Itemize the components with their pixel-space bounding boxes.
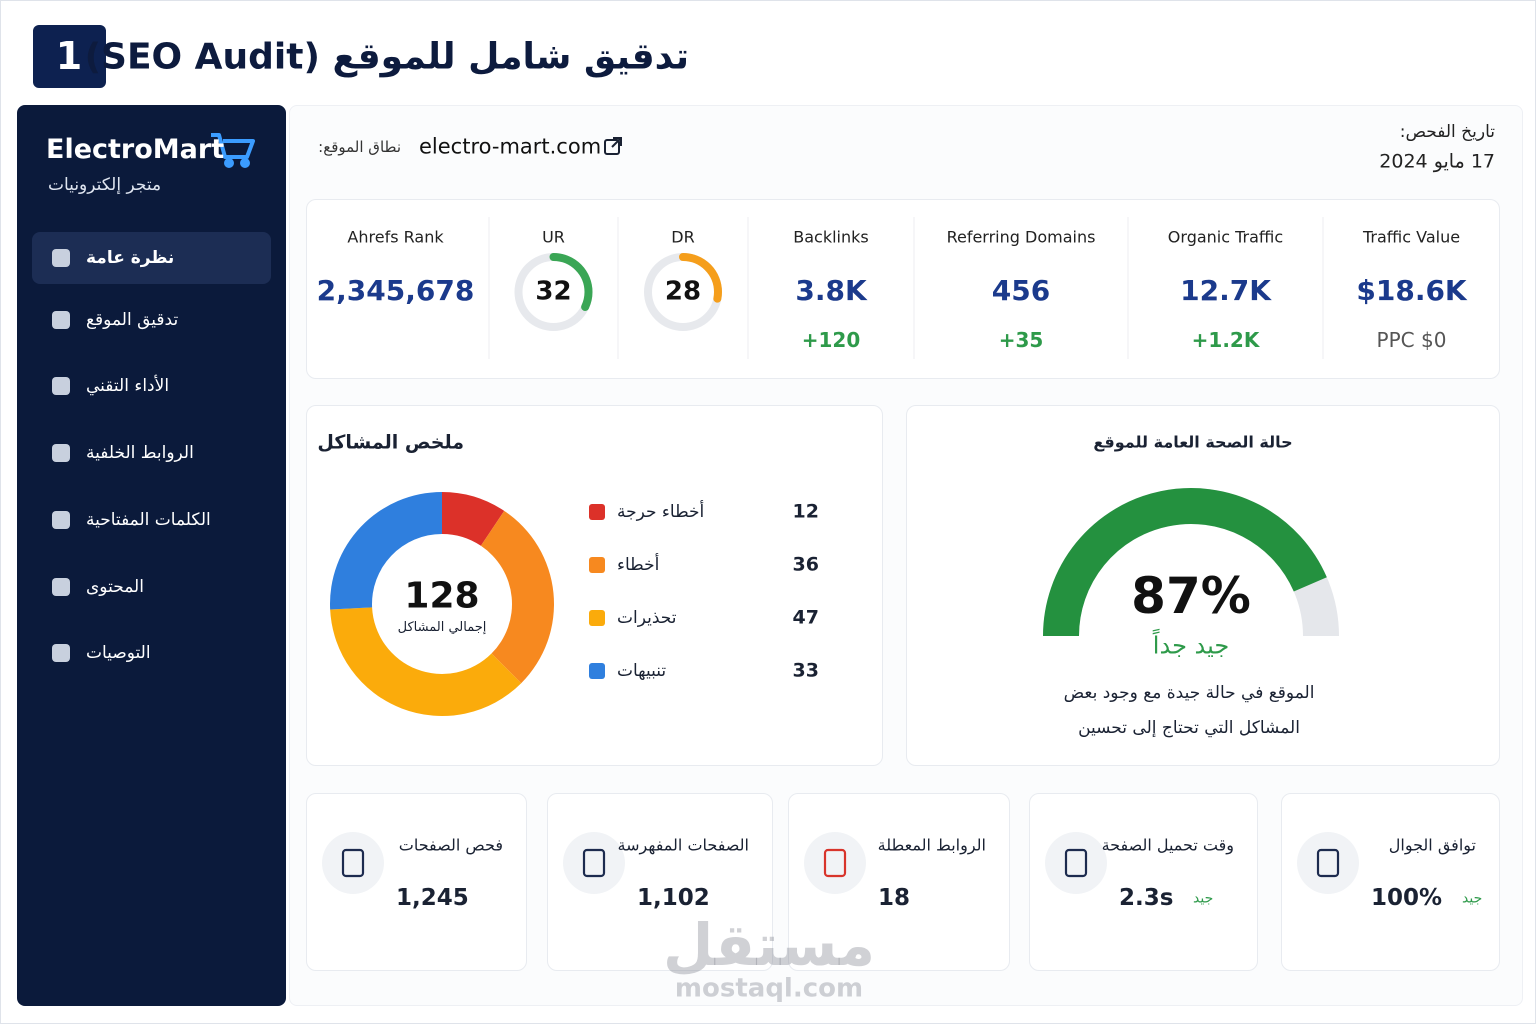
stat-label: الروابط المعطلة <box>877 835 986 855</box>
health-value: 87% <box>1131 567 1251 625</box>
cart-icon <box>211 133 255 168</box>
nav-item[interactable]: الكلمات المفتاحية <box>86 509 211 530</box>
metric-value: 456 <box>991 274 1051 308</box>
stat-label: الصفحات المفهرسة <box>617 835 750 855</box>
legend-value: 47 <box>792 606 819 629</box>
stat-icon <box>1316 848 1340 878</box>
nav-icon <box>52 249 70 267</box>
nav-item[interactable]: التوصيات <box>86 642 151 663</box>
stat-icon <box>823 848 847 878</box>
stat-status: جيد <box>1193 890 1214 907</box>
legend-swatch <box>589 663 605 679</box>
brand-name: ElectroMart <box>46 133 225 165</box>
gauge-arc <box>1043 488 1327 637</box>
legend-label: تحذيرات <box>617 607 677 628</box>
nav-icon <box>52 644 70 662</box>
external-link-icon[interactable] <box>604 137 622 155</box>
stat-value: 18 <box>878 885 911 912</box>
stat-label: وقت تحميل الصفحة <box>1101 835 1234 855</box>
metric-note: +1.2K <box>1191 328 1260 352</box>
stat-icon-bg <box>563 832 625 894</box>
metric-value: 3.8K <box>795 274 867 308</box>
stat-card <box>1281 793 1500 971</box>
metric-value: $18.6K <box>1356 274 1467 308</box>
donut-segment <box>330 607 522 717</box>
stat-icon <box>582 848 606 878</box>
stat-label: فحص الصفحات <box>398 835 503 855</box>
issues-total: 128 <box>404 575 480 617</box>
stat-icon-bg <box>1297 832 1359 894</box>
nav-icon <box>52 511 70 529</box>
nav-item[interactable]: تدقيق الموقع <box>86 309 179 330</box>
domain-label: نطاق الموقع: <box>318 138 401 156</box>
stat-icon-bg <box>322 832 384 894</box>
nav-item[interactable]: الروابط الخلفية <box>86 442 194 463</box>
metric-value: 2,345,678 <box>316 274 475 308</box>
stat-value: 100% <box>1371 885 1443 912</box>
health-card <box>906 405 1500 766</box>
metric-label: Backlinks <box>793 227 869 247</box>
nav-active <box>32 232 271 284</box>
metric-label: UR <box>542 227 565 247</box>
metrics-card <box>306 199 1500 379</box>
date-label: تاريخ الفحص: <box>1399 121 1495 142</box>
stat-icon <box>1064 848 1088 878</box>
legend-label: تنبيهات <box>617 660 667 681</box>
stat-status: جيد <box>1462 890 1483 907</box>
gauge-value: 28 <box>664 276 702 307</box>
domain[interactable]: electro-mart.com <box>419 134 602 159</box>
donut-segment <box>330 492 442 610</box>
badge-number: 1 <box>55 34 83 79</box>
stat-value: 2.3s <box>1119 885 1174 912</box>
metric-note: PPC $0 <box>1376 328 1447 352</box>
health-description: الموقع في حالة جيدة مع وجود بعض المشاكل … <box>1063 683 1315 738</box>
donut-segment <box>480 510 554 684</box>
stat-label: توافق الجوال <box>1388 835 1476 855</box>
legend-label: أخطاء حرجة <box>617 501 705 522</box>
metric-note: +35 <box>998 328 1044 352</box>
issues-title: ملخص المشاكل <box>317 431 464 454</box>
nav-icon <box>52 444 70 462</box>
health-rating: جيد جداً <box>1152 631 1230 660</box>
legend-swatch <box>589 504 605 520</box>
watermark-logo: مستقل <box>662 911 876 980</box>
donut-segment <box>442 492 505 546</box>
gauge-arc <box>514 253 593 331</box>
watermark-url: mostaql.com <box>674 973 864 1004</box>
stat-icon <box>341 848 365 878</box>
metric-label: Referring Domains <box>946 227 1096 247</box>
nav-item[interactable]: الأداء التقني <box>86 375 170 396</box>
stat-icon-bg <box>804 832 866 894</box>
legend-swatch <box>589 610 605 626</box>
metric-value: 12.7K <box>1180 274 1271 308</box>
nav-item[interactable]: المحتوى <box>86 576 144 597</box>
legend-value: 36 <box>792 553 819 576</box>
legend-value: 12 <box>792 500 819 523</box>
metric-label: Traffic Value <box>1362 227 1461 247</box>
nav-item[interactable]: نظرة عامة <box>86 247 175 268</box>
legend-label: أخطاء <box>617 554 660 575</box>
gauge-value: 32 <box>535 276 572 307</box>
page-title: تدقيق شامل للموقع (SEO Audit) <box>84 36 689 78</box>
metric-label: DR <box>671 227 695 247</box>
nav-icon <box>52 311 70 329</box>
issues-total-label: إجمالي المشاكل <box>397 620 487 636</box>
nav-icon <box>52 377 70 395</box>
date: 17 مايو 2024 <box>1379 150 1495 173</box>
legend-value: 33 <box>792 659 819 682</box>
stat-value: 1,245 <box>396 885 469 912</box>
metric-label: Organic Traffic <box>1167 227 1284 247</box>
stat-icon-bg <box>1045 832 1107 894</box>
nav-icon <box>52 578 70 596</box>
metric-note: +120 <box>801 328 861 352</box>
brand-tagline: متجر إلكترونيات <box>48 174 162 195</box>
health-title: حالة الصحة العامة للموقع <box>1093 432 1293 452</box>
stat-value: 1,102 <box>637 885 710 912</box>
badge <box>33 25 106 88</box>
metric-label: Ahrefs Rank <box>347 227 444 247</box>
legend-swatch <box>589 557 605 573</box>
gauge-arc <box>644 253 722 331</box>
